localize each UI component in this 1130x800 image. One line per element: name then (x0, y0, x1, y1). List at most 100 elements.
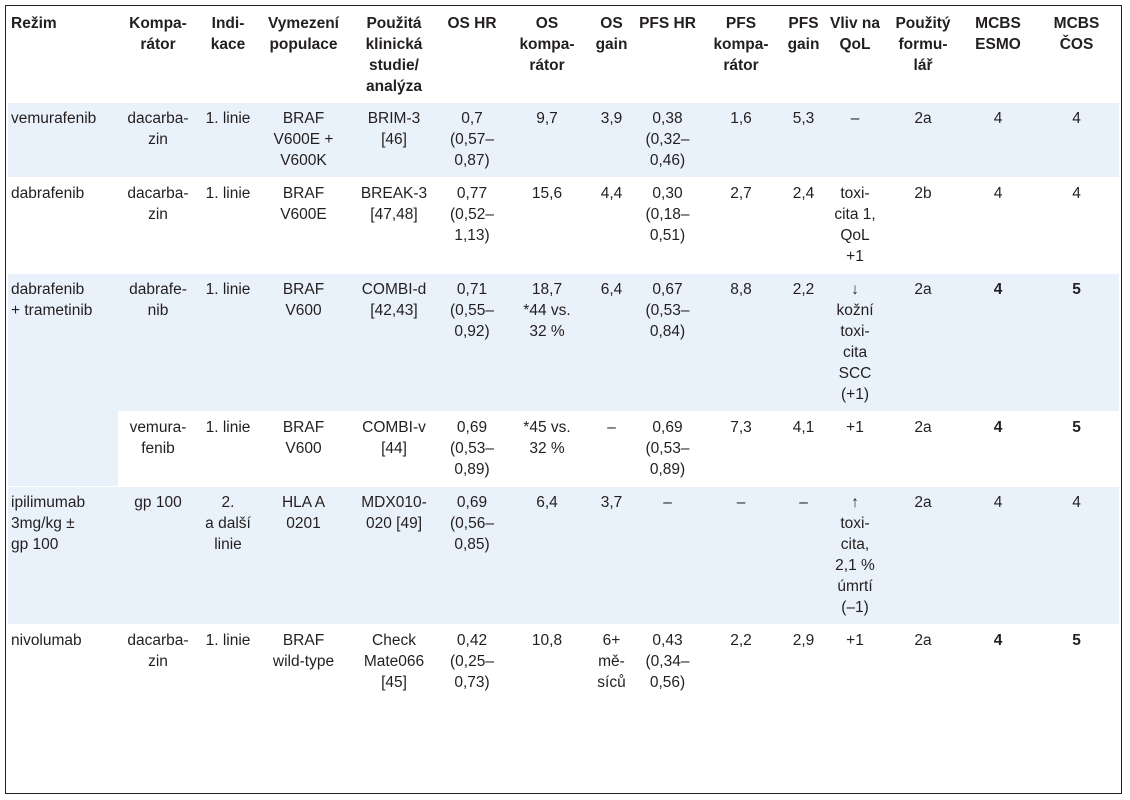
cell-pfs-comparator: 8,8 (701, 273, 781, 412)
cell-os-gain: 3,7 (589, 486, 634, 625)
cell-os-hr: 0,42 (0,25– 0,73) (439, 624, 505, 699)
header-pfs-hr: PFS HR (634, 8, 701, 103)
cell-pfs-hr: 0,38 (0,32– 0,46) (634, 101, 701, 178)
cell-pfs-hr: 0,67 (0,53– 0,84) (634, 273, 701, 412)
cell-form: 2a (884, 624, 962, 699)
table-row: dabrafenib dacarba- zin 1. linie BRAF V6… (8, 177, 1119, 274)
header-comparator: Kompa- rátor (118, 8, 198, 103)
cell-pfs-gain: 5,3 (781, 101, 826, 178)
cell-os-comparator: *45 vs. 32 % (505, 411, 589, 487)
header-pfs-gain: PFS gain (781, 8, 826, 103)
cell-qol: ↓ kožní toxi- cita SCC (+1) (826, 273, 884, 412)
cell-qol: ↑ toxi- cita, 2,1 % úmrtí (–1) (826, 486, 884, 625)
cell-mcbs-cos: 4 (1034, 177, 1119, 274)
cell-os-gain: 6+ mě- síců (589, 624, 634, 699)
cell-qol: toxi- cita 1, QoL +1 (826, 177, 884, 274)
header-qol: Vliv na QoL (826, 8, 884, 103)
cell-os-comparator: 10,8 (505, 624, 589, 699)
cell-comparator: dacarba- zin (118, 624, 198, 699)
header-regimen: Režim (8, 8, 118, 103)
cell-os-comparator: 15,6 (505, 177, 589, 274)
cell-pfs-hr: 0,30 (0,18– 0,51) (634, 177, 701, 274)
header-study: Použitá klinická studie/ analýza (349, 8, 439, 103)
cell-mcbs-esmo: 4 (962, 624, 1034, 699)
cell-os-hr: 0,69 (0,53– 0,89) (439, 411, 505, 487)
cell-indication: 2. a další linie (198, 486, 258, 625)
cell-mcbs-cos: 5 (1034, 624, 1119, 699)
cell-mcbs-cos: 4 (1034, 486, 1119, 625)
cell-pfs-comparator: 2,2 (701, 624, 781, 699)
cell-population: BRAF V600E + V600K (258, 101, 349, 178)
cell-mcbs-esmo: 4 (962, 486, 1034, 625)
header-population: Vymezení populace (258, 8, 349, 103)
cell-population: HLA A 0201 (258, 486, 349, 625)
header-os-hr: OS HR (439, 8, 505, 103)
cell-regimen: ipilimumab 3mg/kg ± gp 100 (8, 486, 118, 625)
cell-os-gain: 4,4 (589, 177, 634, 274)
cell-indication: 1. linie (198, 624, 258, 699)
header-os-comparator: OS kompa- rátor (505, 8, 589, 103)
table-row: vemura- fenib 1. linie BRAF V600 COMBI-v… (8, 411, 1119, 487)
cell-study: BREAK-3 [47,48] (349, 177, 439, 274)
cell-mcbs-esmo: 4 (962, 101, 1034, 178)
cell-mcbs-cos: 5 (1034, 273, 1119, 412)
cell-mcbs-esmo: 4 (962, 411, 1034, 487)
cell-form: 2a (884, 101, 962, 178)
header-os-gain: OS gain (589, 8, 634, 103)
cell-os-hr: 0,71 (0,55– 0,92) (439, 273, 505, 412)
cell-pfs-comparator: – (701, 486, 781, 625)
table-row: ipilimumab 3mg/kg ± gp 100 gp 100 2. a d… (8, 486, 1119, 625)
cell-qol: – (826, 101, 884, 178)
cell-comparator: dacarba- zin (118, 177, 198, 274)
table-frame (5, 5, 1122, 794)
cell-study: BRIM-3 [46] (349, 101, 439, 178)
cell-comparator: dacarba- zin (118, 101, 198, 178)
cell-regimen: dabrafenib + trametinib (8, 273, 118, 487)
cell-pfs-hr: 0,69 (0,53– 0,89) (634, 411, 701, 487)
cell-regimen: vemurafenib (8, 101, 118, 178)
cell-os-gain: 3,9 (589, 101, 634, 178)
cell-pfs-comparator: 2,7 (701, 177, 781, 274)
cell-population: BRAF V600 (258, 273, 349, 412)
cell-study: COMBI-d [42,43] (349, 273, 439, 412)
cell-indication: 1. linie (198, 101, 258, 178)
cell-study: COMBI-v [44] (349, 411, 439, 487)
header-form: Použitý formu- lář (884, 8, 962, 103)
cell-population: BRAF wild-type (258, 624, 349, 699)
cell-population: BRAF V600 (258, 411, 349, 487)
header-indication: Indi- kace (198, 8, 258, 103)
cell-pfs-hr: – (634, 486, 701, 625)
cell-comparator: gp 100 (118, 486, 198, 625)
cell-pfs-gain: 2,4 (781, 177, 826, 274)
cell-os-hr: 0,7 (0,57– 0,87) (439, 101, 505, 178)
cell-pfs-comparator: 7,3 (701, 411, 781, 487)
cell-pfs-gain: 4,1 (781, 411, 826, 487)
cell-mcbs-esmo: 4 (962, 273, 1034, 412)
cell-form: 2a (884, 411, 962, 487)
cell-comparator: dabrafe- nib (118, 273, 198, 412)
cell-regimen: nivolumab (8, 624, 118, 699)
header-mcbs-esmo: MCBS ESMO (962, 8, 1034, 103)
cell-form: 2a (884, 486, 962, 625)
cell-comparator: vemura- fenib (118, 411, 198, 487)
table-row: dabrafenib + trametinib dabrafe- nib 1. … (8, 273, 1119, 487)
cell-pfs-gain: – (781, 486, 826, 625)
cell-form: 2b (884, 177, 962, 274)
header-mcbs-cos: MCBS ČOS (1034, 8, 1119, 103)
cell-os-comparator: 6,4 (505, 486, 589, 625)
cell-study: Check Mate066 [45] (349, 624, 439, 699)
cell-mcbs-esmo: 4 (962, 177, 1034, 274)
table-row: vemurafenib dacarba- zin 1. linie BRAF V… (8, 101, 1119, 178)
cell-os-gain: 6,4 (589, 273, 634, 412)
cell-pfs-comparator: 1,6 (701, 101, 781, 178)
cell-pfs-gain: 2,9 (781, 624, 826, 699)
cell-qol: +1 (826, 624, 884, 699)
table-row: nivolumab dacarba- zin 1. linie BRAF wil… (8, 624, 1119, 699)
cell-pfs-gain: 2,2 (781, 273, 826, 412)
cell-os-gain: – (589, 411, 634, 487)
cell-indication: 1. linie (198, 177, 258, 274)
cell-indication: 1. linie (198, 411, 258, 487)
cell-qol: +1 (826, 411, 884, 487)
cell-regimen: dabrafenib (8, 177, 118, 274)
cell-os-comparator: 18,7 *44 vs. 32 % (505, 273, 589, 412)
